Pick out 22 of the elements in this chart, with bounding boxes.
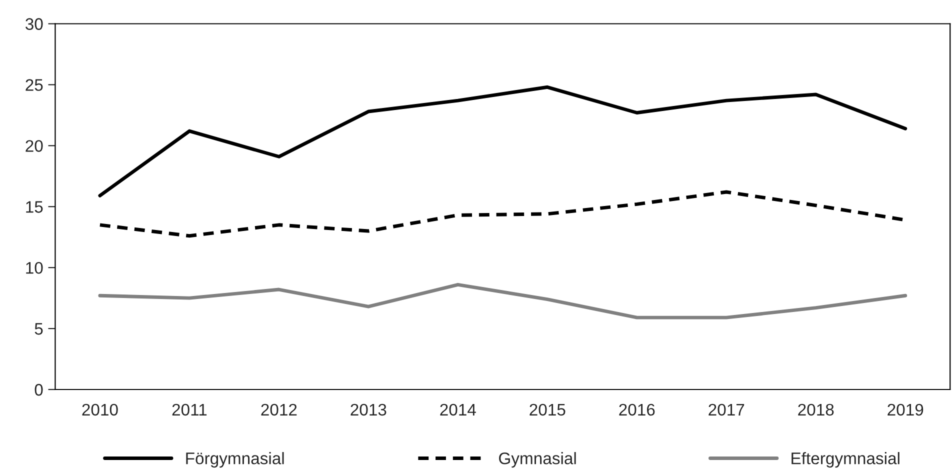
y-tick-label: 0 <box>34 384 43 396</box>
x-tick-label: 2011 <box>172 404 207 416</box>
x-tick-label: 2016 <box>619 404 655 416</box>
x-tick-label: 2017 <box>708 404 744 416</box>
legend-label: Gymnasial <box>499 452 576 468</box>
y-tick-label: 20 <box>26 140 43 152</box>
x-tick-label: 2015 <box>530 404 566 416</box>
x-tick-label: 2013 <box>350 404 386 416</box>
line-series <box>98 282 908 320</box>
legend-label: Förgymnasial <box>186 452 284 468</box>
x-tick-label: 2010 <box>82 404 118 416</box>
x-tick-label: 2018 <box>798 404 834 416</box>
x-tick-label: 2012 <box>261 404 297 416</box>
line-series <box>98 85 908 198</box>
y-tick-label: 15 <box>26 201 43 213</box>
y-tick-label: 25 <box>26 79 43 91</box>
x-tick-label: 2019 <box>888 404 924 416</box>
y-tick-label: 30 <box>26 18 43 30</box>
y-tick-label: 5 <box>34 323 43 335</box>
x-tick-label: 2014 <box>440 404 476 416</box>
y-tick-label: 10 <box>26 262 43 274</box>
legend-label: Eftergymnasial <box>792 452 900 468</box>
